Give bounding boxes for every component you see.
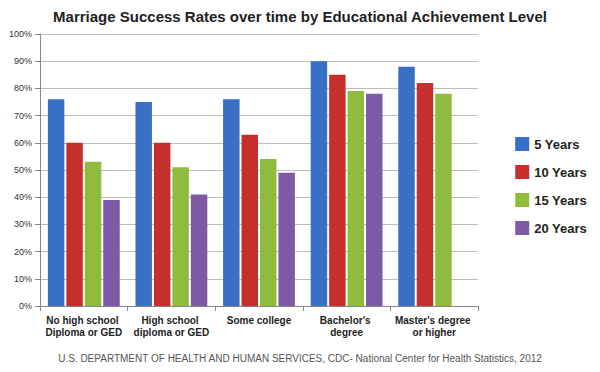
svg-text:Master's degree: Master's degree bbox=[395, 315, 474, 326]
svg-text:20 Years: 20 Years bbox=[534, 221, 587, 236]
svg-text:70%: 70% bbox=[14, 111, 32, 121]
svg-text:5 Years: 5 Years bbox=[534, 137, 579, 152]
svg-text:diploma or GED: diploma or GED bbox=[134, 327, 210, 338]
svg-text:40%: 40% bbox=[14, 192, 32, 202]
svg-text:100%: 100% bbox=[9, 29, 32, 39]
svg-text:60%: 60% bbox=[14, 138, 32, 148]
svg-text:90%: 90% bbox=[14, 56, 32, 66]
svg-text:degree: degree bbox=[330, 327, 363, 338]
svg-text:30%: 30% bbox=[14, 219, 32, 229]
svg-text:No high school: No high school bbox=[46, 315, 121, 326]
svg-text:Some college: Some college bbox=[227, 315, 292, 326]
svg-text:20%: 20% bbox=[14, 247, 32, 257]
svg-text:Bachelor's: Bachelor's bbox=[320, 315, 374, 326]
svg-text:High school: High school bbox=[141, 315, 201, 326]
svg-text:Diploma or GED: Diploma or GED bbox=[45, 327, 122, 338]
svg-text:10 Years: 10 Years bbox=[534, 165, 587, 180]
svg-text:15 Years: 15 Years bbox=[534, 193, 587, 208]
svg-text:80%: 80% bbox=[14, 83, 32, 93]
svg-text:or higher: or higher bbox=[413, 327, 456, 338]
svg-text:Marriage Success Rates over ti: Marriage Success Rates over time by Educ… bbox=[53, 8, 547, 25]
svg-text:0%: 0% bbox=[19, 301, 32, 311]
svg-text:50%: 50% bbox=[14, 165, 32, 175]
svg-text:U.S. DEPARTMENT OF HEALTH AND: U.S. DEPARTMENT OF HEALTH AND HUMAN SERV… bbox=[58, 353, 542, 364]
svg-text:10%: 10% bbox=[14, 274, 32, 284]
